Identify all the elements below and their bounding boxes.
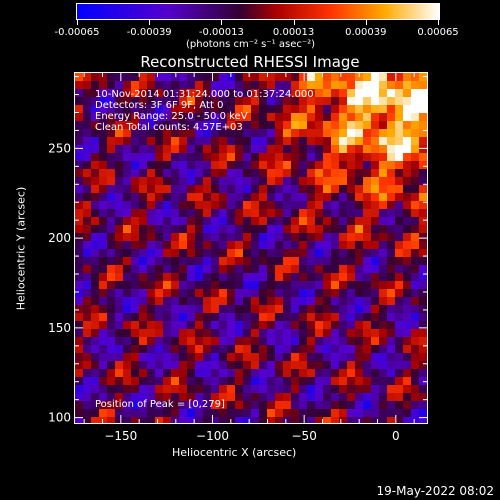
y-tick-label: 250 [48, 141, 71, 155]
colorbar-tick-label: 0.00039 [345, 27, 387, 38]
x-axis-label: Heliocentric X (arcsec) [172, 446, 297, 459]
y-axis-label: Heliocentric Y (arcsec) [14, 186, 28, 311]
heatmap-image [75, 73, 427, 423]
x-tick-label: 0 [392, 429, 400, 443]
colorbar-tick [221, 20, 223, 25]
colorbar-tick [438, 20, 439, 25]
colorbar-units: (photons cm⁻² s⁻¹ asec⁻²) [186, 39, 316, 50]
colorbar-tick-label: 0.00065 [417, 27, 459, 38]
colorbar-tick-label: -0.00039 [126, 27, 172, 38]
annotation-method: Clean Total counts: 4.57E+03 [95, 122, 243, 133]
x-tick-label: −150 [104, 429, 137, 443]
colorbar-tick-label: -0.00065 [54, 27, 100, 38]
colorbar-tick [293, 20, 295, 25]
x-tick-label: −100 [196, 429, 229, 443]
colorbar-tick [149, 20, 151, 25]
annotation-time: 10-Nov-2014 01:31:24.000 to 01:37:24.000 [95, 89, 314, 100]
chart-title: Reconstructed RHESSI Image [140, 53, 360, 71]
timestamp: 19-May-2022 08:02 [376, 484, 494, 498]
colorbar [76, 3, 440, 20]
y-tick-label: 150 [48, 321, 71, 335]
annotation-detectors: Detectors: 3F 6F 9F, Att 0 [95, 100, 224, 111]
colorbar-tick [77, 20, 78, 25]
annotation-energy: Energy Range: 25.0 - 50.0 keV [95, 111, 248, 122]
plot-area: 10-Nov-2014 01:31:24.000 to 01:37:24.000… [74, 72, 428, 424]
y-tick-label: 100 [48, 411, 71, 425]
colorbar-tick-label: -0.00013 [198, 27, 244, 38]
y-tick-label: 200 [48, 231, 71, 245]
colorbar-tick-label: 0.00013 [272, 27, 315, 38]
colorbar-tick [365, 20, 367, 25]
annotation-peak-position: Position of Peak = [0,279] [95, 399, 225, 410]
x-tick-label: −50 [292, 429, 317, 443]
